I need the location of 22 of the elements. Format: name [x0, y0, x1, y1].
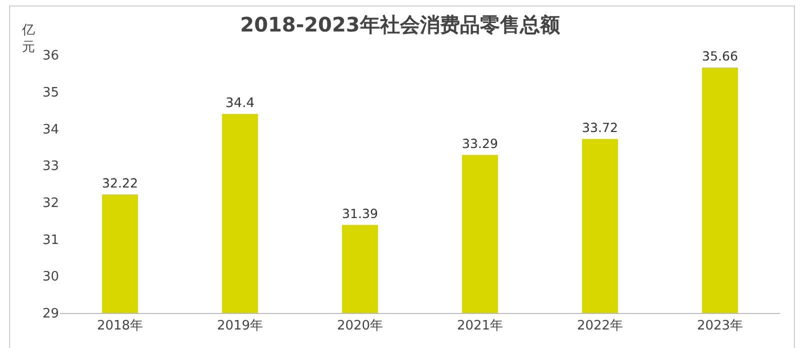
x-tick-label: 2018年	[96, 318, 144, 334]
x-tick-label: 2019年	[216, 318, 264, 334]
y-tick-label: 30	[42, 270, 59, 285]
x-tick-label: 2021年	[456, 318, 504, 334]
x-tick-label: 2022年	[576, 318, 624, 334]
x-tick-label: 2023年	[696, 318, 744, 334]
y-tick-label: 29	[42, 306, 59, 322]
data-label: 35.66	[702, 48, 738, 64]
data-label: 31.39	[342, 206, 378, 222]
y-tick-label: 36	[42, 48, 59, 64]
chart-title: 2018-2023年社会消费品零售总额	[240, 12, 561, 36]
data-label: 32.22	[102, 175, 138, 190]
data-label: 34.4	[226, 96, 254, 111]
y-axis-title: 亿元	[21, 23, 35, 55]
y-tick-label: 32	[42, 196, 59, 211]
data-label: 33.29	[462, 136, 498, 152]
x-tick-label: 2020年	[336, 318, 384, 334]
y-tick-label: 34	[42, 122, 59, 138]
y-tick-label: 33	[42, 159, 59, 174]
data-label: 33.72	[582, 120, 618, 136]
y-tick-label: 35	[42, 85, 59, 100]
y-tick-label: 31	[42, 232, 59, 248]
